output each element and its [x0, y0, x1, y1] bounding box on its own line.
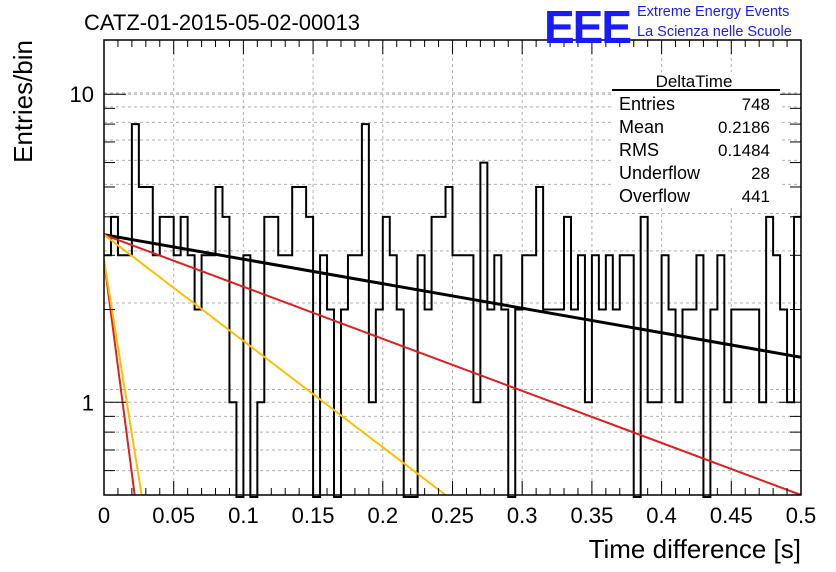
stats-title: DeltaTime [656, 72, 733, 91]
y-tick-label: 10 [70, 82, 94, 107]
fit-curve-3 [104, 233, 447, 495]
x-tick-label: 0.3 [507, 503, 538, 528]
x-tick-label: 0.5 [786, 503, 817, 528]
x-axis-title: Time difference [s] [589, 534, 801, 564]
x-tick-label: 0.15 [292, 503, 335, 528]
fit-curve-2 [104, 233, 801, 495]
chart-title: CATZ-01-2015-05-02-00013 [84, 10, 360, 35]
x-tick-label: 0.2 [368, 503, 399, 528]
y-axis-title: Entries/bin [8, 40, 38, 163]
stats-label: RMS [619, 140, 659, 160]
stats-value: 28 [751, 164, 770, 183]
x-tick-label: 0.25 [431, 503, 474, 528]
stats-value: 0.1484 [718, 141, 770, 160]
x-tick-label: 0.1 [228, 503, 259, 528]
stats-label: Mean [619, 117, 664, 137]
x-tick-label: 0.35 [570, 503, 613, 528]
y-tick-label: 1 [82, 390, 94, 415]
x-tick-label: 0.05 [152, 503, 195, 528]
stats-value: 441 [742, 187, 770, 206]
stats-box [612, 72, 780, 207]
x-tick-label: 0.4 [646, 503, 677, 528]
logo-line-1: Extreme Energy Events [637, 4, 790, 20]
stats-label: Entries [619, 94, 675, 114]
fit-curve-1 [104, 233, 801, 359]
x-tick-label: 0.45 [710, 503, 753, 528]
stats-value: 748 [742, 95, 770, 114]
stats-label: Underflow [619, 163, 701, 183]
logo-subtitle: Extreme Energy Events La Scienza nelle S… [637, 2, 792, 42]
fit-curve-5 [104, 259, 143, 495]
x-tick-label: 0 [98, 503, 110, 528]
fit-curve-4 [104, 259, 136, 495]
stats-value: 0.2186 [718, 118, 770, 137]
histogram-bars [104, 123, 801, 498]
logo-line-2: La Scienza nelle Scuole [637, 24, 792, 40]
eee-logo: EEE [544, 1, 632, 53]
stats-label: Overflow [619, 186, 691, 206]
